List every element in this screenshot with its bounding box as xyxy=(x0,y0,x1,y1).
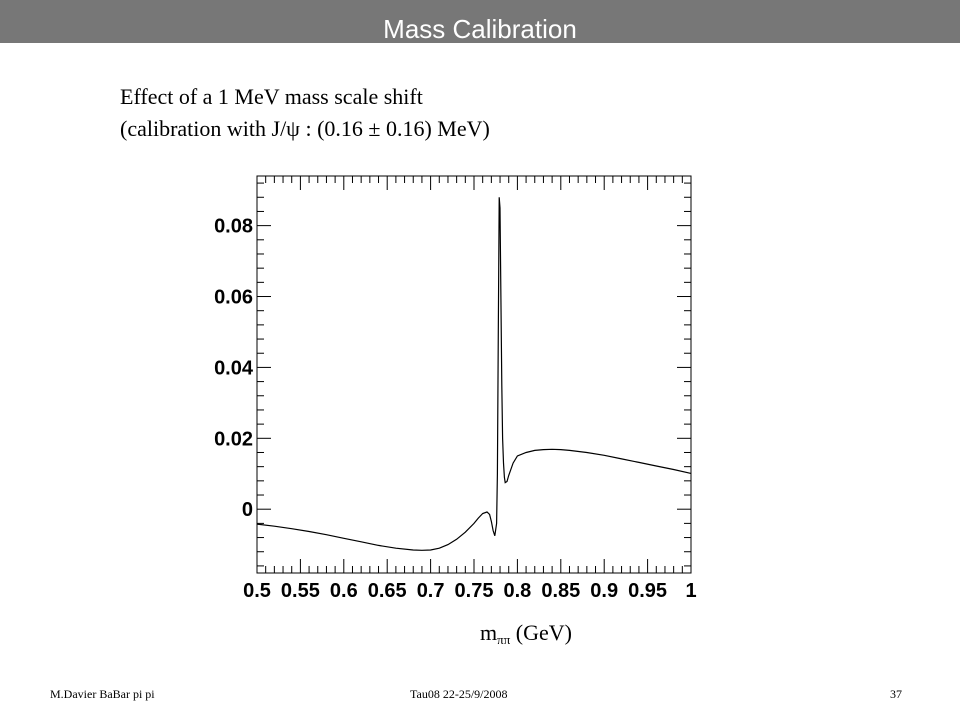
x-tick-label: 0.8 xyxy=(503,580,531,602)
x-axis-label-unit: (GeV) xyxy=(515,620,572,645)
plot-frame xyxy=(256,175,692,574)
y-tick-label: 0.04 xyxy=(214,357,254,379)
x-tick-label: 0.75 xyxy=(455,580,494,602)
x-tick-label: 0.7 xyxy=(417,580,445,602)
x-tick-label: 0.5 xyxy=(243,580,271,602)
x-tick-label: 0.55 xyxy=(281,580,320,602)
y-tick-label: 0.02 xyxy=(214,428,253,450)
x-axis-label: mππ (GeV) xyxy=(480,620,572,647)
y-tick-label: 0.06 xyxy=(214,287,253,309)
footer-page-number: 37 xyxy=(890,687,902,701)
x-tick-label: 1 xyxy=(685,580,696,602)
footer-author: M.Davier BaBar pi pi xyxy=(50,687,155,701)
x-tick-label: 0.95 xyxy=(628,580,667,602)
footer-event: Tau08 22-25/9/2008 xyxy=(410,687,508,701)
x-tick-label: 0.6 xyxy=(330,580,358,602)
heading-line-1: Effect of a 1 MeV mass scale shift xyxy=(120,84,423,109)
x-axis-label-subscript: ππ xyxy=(497,632,511,647)
slide-title: Mass Calibration xyxy=(383,16,577,43)
y-tick-label: 0 xyxy=(242,499,253,521)
data-curve xyxy=(256,197,692,551)
y-tick-label: 0.08 xyxy=(214,216,253,238)
x-axis-label-main: m xyxy=(480,620,498,645)
x-tick-label: 0.65 xyxy=(368,580,407,602)
x-tick-label: 0.9 xyxy=(590,580,618,602)
heading-line-2: (calibration with J/ψ : (0.16 ± 0.16) Me… xyxy=(120,116,490,141)
x-tick-label: 0.85 xyxy=(541,580,580,602)
title-bar xyxy=(0,0,960,43)
